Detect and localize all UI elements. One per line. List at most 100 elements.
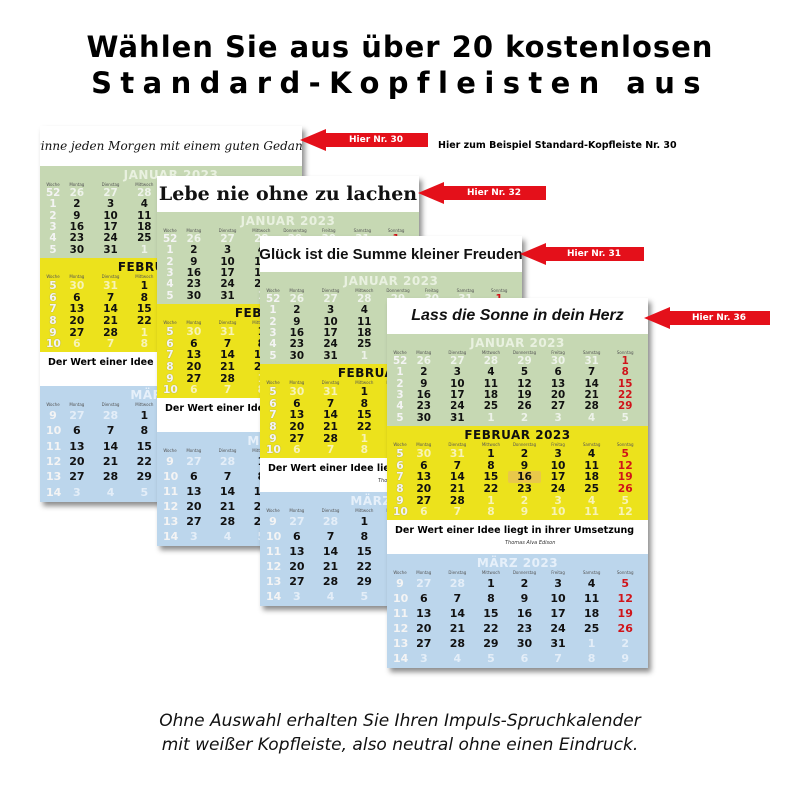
date-cell: 14 [322, 545, 339, 558]
date-cell: 25 [583, 622, 600, 635]
date-cell: 16 [516, 607, 533, 620]
day-header: Donnerstag [512, 442, 537, 447]
week-number: 4 [269, 338, 277, 351]
date-cell: 4 [587, 447, 596, 460]
day-header: Woche [163, 228, 177, 233]
date-cell: 5 [621, 493, 629, 507]
date-cell: 21 [219, 500, 236, 513]
date-cell: 12 [517, 377, 532, 390]
week-number: 13 [393, 637, 409, 650]
date-cell: 17 [550, 470, 566, 484]
week-number: 10 [163, 470, 179, 483]
day-header: Montag [289, 288, 305, 293]
january-day-headers: Woche Montag Dienstag Mittwoch Donnerstag Fre… [260, 288, 522, 293]
date-cell: 27 [550, 400, 566, 413]
date-cell: 13 [186, 485, 202, 498]
day-header: Mittwoch [481, 350, 500, 355]
date-cell: 14 [449, 607, 465, 620]
date-cell: 13 [289, 408, 305, 422]
date-cell: 27 [186, 371, 202, 385]
date-cell: 30 [416, 411, 431, 424]
date-cell: 7 [588, 366, 596, 379]
week-number: 5 [269, 385, 277, 398]
date-cell: 26 [617, 481, 633, 495]
date-cell: 6 [293, 396, 301, 410]
day-header: Dienstag [321, 288, 340, 293]
day-header: Woche [46, 274, 60, 279]
arrow-head [418, 182, 444, 204]
date-cell: 20 [69, 454, 85, 468]
day-header: Freitag [551, 570, 565, 575]
week-number: 14 [266, 590, 282, 603]
date-cell: 20 [69, 313, 85, 327]
date-cell: 5 [621, 411, 629, 424]
date-cell: 27 [186, 455, 202, 468]
footer-line-1: Ohne Auswahl erhalten Sie Ihren Impuls-S… [159, 711, 641, 731]
footer-line-2: mit weißer Kopfleiste, also neutral ohne… [161, 735, 639, 755]
date-cell: 7 [223, 383, 232, 397]
week-number: 5 [49, 279, 57, 292]
date-cell: 1 [487, 411, 495, 424]
date-cell: 7 [326, 443, 335, 457]
date-cell: 27 [450, 355, 465, 367]
date-cell: 22 [483, 481, 499, 495]
date-cell: 23 [289, 338, 305, 351]
date-cell: 15 [483, 470, 499, 484]
date-cell: 27 [69, 325, 85, 339]
date-cell: 22 [356, 419, 372, 433]
day-header: Montag [186, 228, 202, 233]
day-header: Samstag [582, 350, 601, 355]
date-cell: 19 [617, 470, 633, 484]
date-cell: 12 [617, 505, 633, 519]
header-strip: Beginne jeden Morgen mit einem guten Ged… [40, 126, 302, 167]
date-cell: 17 [220, 266, 235, 279]
day-header: Montag [416, 570, 432, 575]
date-cell: 27 [103, 187, 118, 199]
date-cell: 30 [186, 325, 202, 338]
date-cell: 4 [588, 411, 596, 424]
arrow-nr32: Hier Nr. 32 [418, 182, 546, 204]
date-cell: 6 [190, 336, 198, 350]
week-number: 10 [266, 443, 281, 457]
day-header: Dienstag [218, 228, 237, 233]
day-header: Woche [46, 182, 60, 187]
date-cell: 15 [136, 439, 152, 453]
day-header: Montag [69, 182, 85, 187]
date-cell: 2 [73, 198, 81, 211]
day-header: Montag [186, 448, 202, 453]
day-header: Sonntag [616, 570, 634, 575]
date-cell: 16 [69, 220, 85, 233]
date-cell: 24 [550, 622, 566, 635]
date-cell: 28 [220, 371, 235, 385]
date-cell: 30 [69, 279, 85, 292]
date-cell: 31 [220, 289, 235, 302]
week-number: 9 [49, 409, 57, 422]
day-header: Dienstag [218, 320, 237, 325]
date-cell: 27 [323, 293, 338, 305]
day-header: Woche [266, 380, 280, 385]
date-cell: 15 [356, 408, 372, 422]
date-cell: 28 [137, 187, 152, 199]
week-number: 2 [49, 209, 57, 222]
date-cell: 4 [453, 652, 462, 665]
week-number: 4 [396, 400, 404, 413]
date-cell: 20 [289, 560, 305, 573]
date-cell: 5 [621, 447, 629, 460]
date-cell: 26 [289, 293, 305, 305]
date-cell: 31 [450, 411, 465, 424]
week-number: 3 [49, 220, 57, 233]
day-header: Freitag [424, 288, 439, 293]
date-cell: 8 [360, 396, 368, 410]
day-header: Freitag [551, 442, 565, 447]
week-number: 4 [49, 232, 57, 245]
date-cell: 2 [520, 493, 529, 507]
week-number: 8 [269, 419, 277, 433]
date-cell: 13 [416, 470, 432, 484]
date-cell: 28 [219, 515, 236, 528]
week-number: 10 [393, 592, 409, 605]
date-cell: 29 [618, 400, 633, 413]
date-cell: 17 [103, 220, 118, 233]
date-cell: 14 [220, 348, 235, 362]
day-header: Montag [416, 350, 432, 355]
week-number: 2 [269, 315, 277, 328]
